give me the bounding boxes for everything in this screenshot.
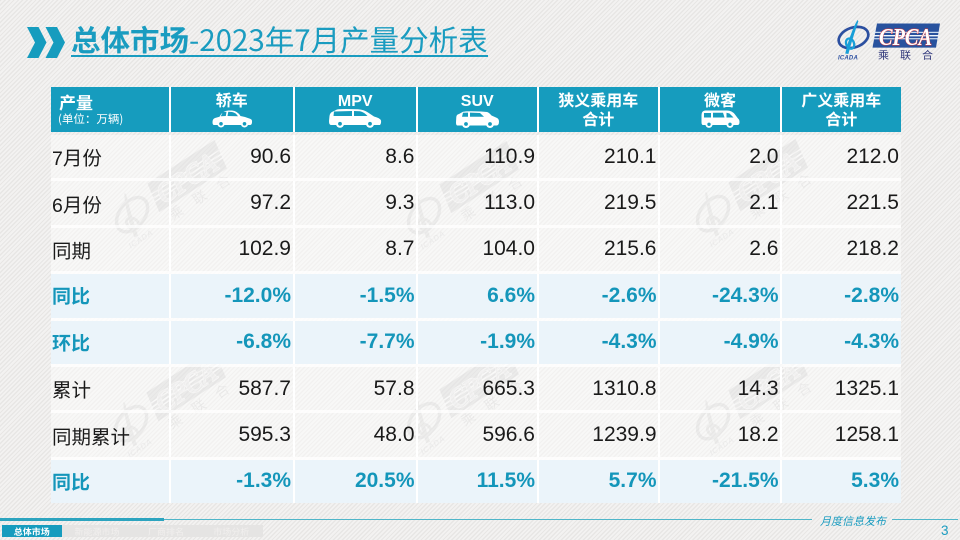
svg-text:CPCA: CPCA [879, 24, 932, 51]
svg-text:ICADA: ICADA [838, 56, 858, 62]
svg-text:乘联合: 乘联合 [878, 47, 944, 63]
